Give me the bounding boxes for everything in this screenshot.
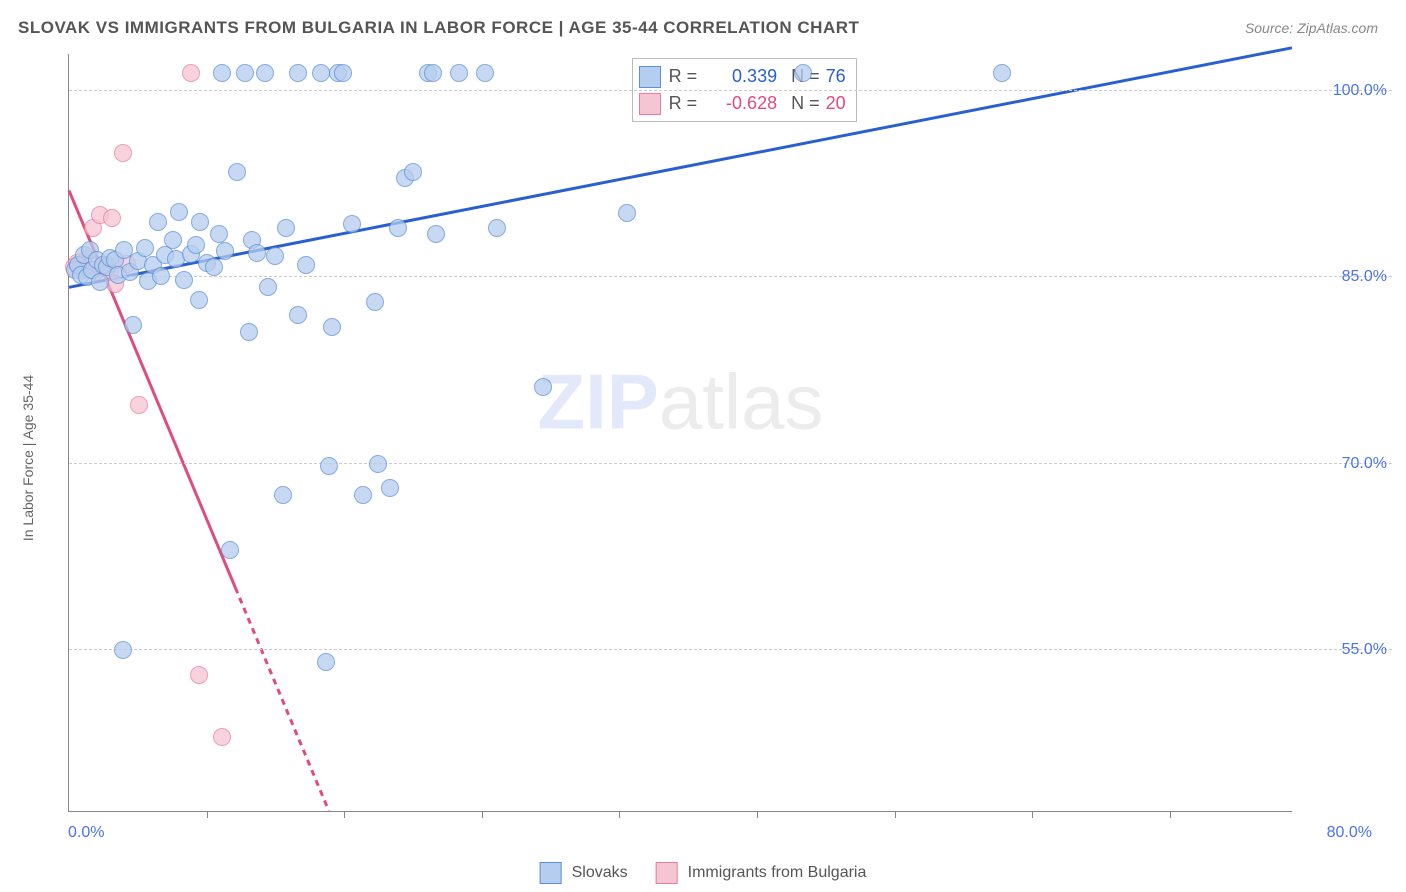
data-point-slovaks [618,204,636,222]
data-point-slovaks [289,306,307,324]
stats-r-value: -0.628 [703,90,777,117]
x-tick [344,811,345,818]
data-point-slovaks [289,64,307,82]
y-tick-label: 85.0% [1342,268,1387,286]
data-point-slovaks [369,455,387,473]
stats-row: R =-0.628 N =20 [639,90,846,117]
x-axis-min: 0.0% [68,824,104,842]
stats-swatch [639,93,661,115]
data-point-slovaks [114,641,132,659]
data-point-slovaks [534,378,552,396]
data-point-bulgaria [190,666,208,684]
gridline [69,649,1392,650]
x-axis-max: 80.0% [1327,824,1372,842]
data-point-slovaks [175,271,193,289]
data-point-bulgaria [114,144,132,162]
data-point-slovaks [424,64,442,82]
stats-n-value: 76 [826,63,846,90]
chart-container: In Labor Force | Age 35-44 ZIPatlas R =0… [44,54,1392,846]
y-axis-label: In Labor Force | Age 35-44 [20,375,36,541]
data-point-slovaks [205,258,223,276]
x-tick [207,811,208,818]
data-point-slovaks [427,225,445,243]
data-point-slovaks [187,236,205,254]
legend-item-bulgaria: Immigrants from Bulgaria [656,862,867,884]
data-point-slovaks [317,653,335,671]
data-point-slovaks [277,219,295,237]
data-point-slovaks [274,486,292,504]
stats-r-label: R = [669,63,698,90]
x-tick [757,811,758,818]
data-point-slovaks [450,64,468,82]
data-point-slovaks [191,213,209,231]
gridline [69,276,1392,277]
data-point-bulgaria [103,209,121,227]
data-point-slovaks [389,219,407,237]
data-point-slovaks [323,318,341,336]
data-point-slovaks [343,215,361,233]
chart-source: Source: ZipAtlas.com [1245,20,1378,36]
data-point-slovaks [124,316,142,334]
data-point-slovaks [312,64,330,82]
data-point-slovaks [210,225,228,243]
data-point-slovaks [266,247,284,265]
y-tick-label: 55.0% [1342,641,1387,659]
legend-label-bulgaria: Immigrants from Bulgaria [688,864,867,882]
plot-area: ZIPatlas R =0.339N =76R =-0.628N =20 55.… [68,54,1292,812]
data-point-slovaks [993,64,1011,82]
data-point-slovaks [190,291,208,309]
x-tick [1032,811,1033,818]
data-point-slovaks [236,64,254,82]
stats-swatch [639,66,661,88]
legend-swatch-bulgaria [656,862,678,884]
x-tick [1170,811,1171,818]
x-tick [895,811,896,818]
data-point-slovaks [136,239,154,257]
data-point-slovaks [256,64,274,82]
legend-label-slovaks: Slovaks [572,864,628,882]
data-point-slovaks [366,293,384,311]
gridline [69,463,1392,464]
data-point-slovaks [213,64,231,82]
data-point-slovaks [164,231,182,249]
x-tick [482,811,483,818]
stats-r-value: 0.339 [703,63,777,90]
data-point-slovaks [170,203,188,221]
data-point-bulgaria [130,396,148,414]
y-tick-label: 70.0% [1342,455,1387,473]
data-point-slovaks [354,486,372,504]
data-point-slovaks [320,457,338,475]
legend-swatch-slovaks [540,862,562,884]
x-tick [619,811,620,818]
stats-r-label: R = [669,90,698,117]
stats-n-value: 20 [826,90,846,117]
data-point-slovaks [248,244,266,262]
data-point-slovaks [240,323,258,341]
data-point-slovaks [794,64,812,82]
chart-title: SLOVAK VS IMMIGRANTS FROM BULGARIA IN LA… [18,18,859,38]
trend-lines [69,54,1292,811]
data-point-bulgaria [182,64,200,82]
data-point-slovaks [334,64,352,82]
gridline [69,90,1392,91]
data-point-slovaks [152,267,170,285]
data-point-slovaks [228,163,246,181]
data-point-slovaks [381,479,399,497]
data-point-slovaks [221,541,239,559]
data-point-slovaks [404,163,422,181]
legend-item-slovaks: Slovaks [540,862,628,884]
stats-n-label: N = [791,90,820,117]
data-point-slovaks [476,64,494,82]
data-point-slovaks [259,278,277,296]
data-point-slovaks [297,256,315,274]
stats-row: R =0.339N =76 [639,63,846,90]
data-point-slovaks [216,242,234,260]
series-legend: Slovaks Immigrants from Bulgaria [540,862,867,884]
trend-line [235,588,329,811]
y-tick-label: 100.0% [1333,82,1387,100]
data-point-slovaks [149,213,167,231]
data-point-slovaks [488,219,506,237]
data-point-bulgaria [213,728,231,746]
